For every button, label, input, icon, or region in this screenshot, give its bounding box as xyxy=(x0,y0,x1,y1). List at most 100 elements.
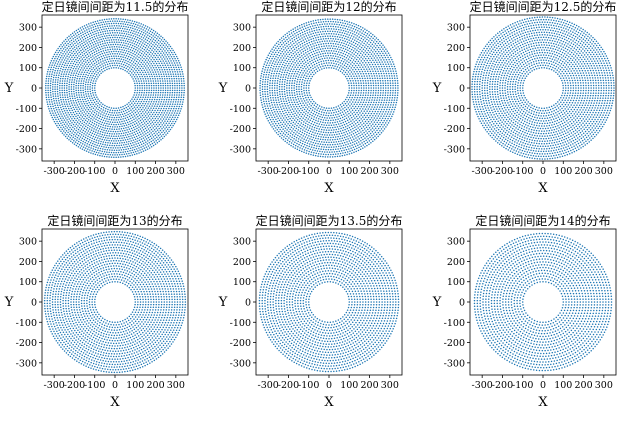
scatter-point xyxy=(51,67,53,69)
scatter-point xyxy=(80,140,82,142)
scatter-point xyxy=(136,44,138,46)
scatter-point xyxy=(294,95,296,97)
scatter-point xyxy=(331,129,333,131)
scatter-point xyxy=(56,54,58,56)
scatter-point xyxy=(296,110,298,112)
scatter-point xyxy=(348,58,350,60)
scatter-point xyxy=(130,44,132,46)
scatter-point xyxy=(314,127,316,129)
scatter-point xyxy=(149,121,151,123)
scatter-point xyxy=(307,66,309,68)
scatter-point xyxy=(291,111,293,113)
scatter-point xyxy=(392,87,394,89)
scatter-point xyxy=(124,21,126,23)
scatter-point xyxy=(327,110,329,112)
scatter-point xyxy=(130,100,132,102)
scatter-point xyxy=(305,113,307,115)
scatter-point xyxy=(374,39,376,41)
scatter-point xyxy=(367,97,369,99)
scatter-point xyxy=(283,113,285,115)
scatter-point xyxy=(107,149,109,151)
scatter-point xyxy=(380,92,382,94)
scatter-point xyxy=(291,32,293,34)
scatter-point xyxy=(362,71,364,73)
scatter-point xyxy=(391,59,393,61)
scatter-point xyxy=(333,38,335,40)
scatter-point xyxy=(358,85,360,87)
scatter-point xyxy=(122,130,124,132)
scatter-point xyxy=(69,127,71,129)
scatter-point xyxy=(68,101,70,103)
scatter-point xyxy=(323,43,325,45)
scatter-point xyxy=(104,24,106,26)
scatter-point xyxy=(117,142,119,144)
scatter-point xyxy=(352,150,354,152)
scatter-point xyxy=(326,67,328,69)
scatter-point xyxy=(99,155,101,157)
scatter-point xyxy=(286,85,288,87)
scatter-point xyxy=(307,101,309,103)
scatter-point xyxy=(328,142,330,144)
scatter-point xyxy=(356,71,358,73)
scatter-point xyxy=(375,111,377,113)
scatter-point xyxy=(386,116,388,118)
x-tick-label: 0 xyxy=(112,166,118,177)
scatter-point xyxy=(297,67,299,69)
scatter-point xyxy=(379,45,381,47)
scatter-point xyxy=(334,19,336,21)
scatter-point xyxy=(76,109,78,111)
scatter-point xyxy=(285,37,287,39)
scatter-point xyxy=(167,128,169,130)
scatter-point xyxy=(152,103,154,105)
scatter-point xyxy=(294,55,296,57)
scatter-point xyxy=(107,25,109,27)
scatter-point xyxy=(339,150,341,152)
scatter-point xyxy=(120,68,122,70)
scatter-point xyxy=(132,96,134,98)
scatter-point xyxy=(89,144,91,146)
scatter-point xyxy=(64,55,66,57)
scatter-point xyxy=(165,71,167,73)
scatter-point xyxy=(128,124,130,126)
scatter-point xyxy=(104,52,106,54)
scatter-point xyxy=(270,97,272,99)
scatter-point xyxy=(335,119,337,121)
scatter-point xyxy=(313,113,315,115)
scatter-point xyxy=(326,57,328,59)
scatter-point xyxy=(291,73,293,75)
scatter-point xyxy=(340,109,342,111)
scatter-point xyxy=(360,145,362,147)
scatter-point xyxy=(280,62,282,64)
scatter-point xyxy=(161,50,163,52)
scatter-point xyxy=(57,111,59,113)
scatter-point xyxy=(356,27,358,29)
scatter-point xyxy=(175,108,177,110)
scatter-point xyxy=(51,108,53,110)
scatter-point xyxy=(76,97,78,99)
scatter-point xyxy=(297,135,299,137)
scatter-point xyxy=(283,53,285,55)
scatter-point xyxy=(359,36,361,38)
scatter-point xyxy=(319,133,321,135)
scatter-point xyxy=(113,39,115,41)
scatter-point xyxy=(339,36,341,38)
scatter-point xyxy=(377,80,379,82)
scatter-point xyxy=(67,58,69,60)
scatter-point xyxy=(325,65,327,67)
scatter-point xyxy=(121,32,123,34)
scatter-point xyxy=(299,118,301,120)
scatter-point xyxy=(60,78,62,80)
scatter-point xyxy=(165,114,167,116)
scatter-point xyxy=(272,106,274,108)
scatter-point xyxy=(64,90,66,92)
scatter-point xyxy=(72,38,74,40)
scatter-point xyxy=(296,60,298,62)
scatter-point xyxy=(106,113,108,115)
scatter-point xyxy=(364,60,366,62)
scatter-point xyxy=(171,48,173,50)
scatter-point xyxy=(171,76,173,78)
scatter-point xyxy=(343,30,345,32)
scatter-point xyxy=(88,151,90,153)
scatter-point xyxy=(344,56,346,58)
scatter-point xyxy=(60,57,62,59)
